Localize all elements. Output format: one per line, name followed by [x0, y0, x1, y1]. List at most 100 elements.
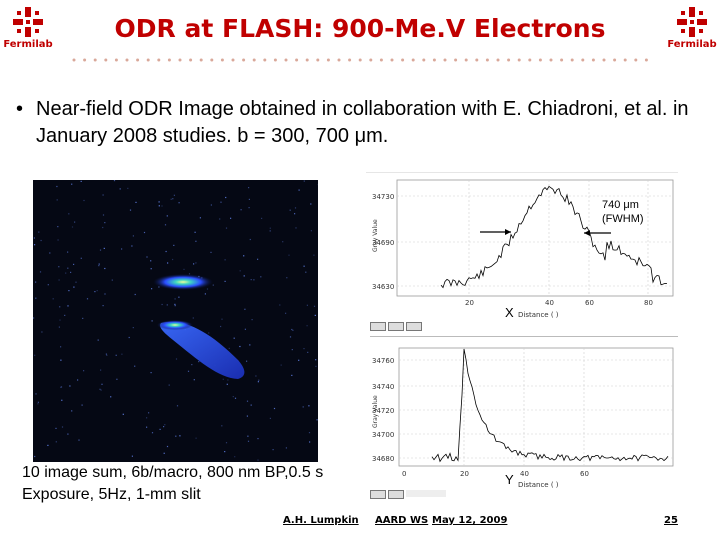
noise-speck — [113, 180, 116, 182]
noise-speck — [288, 254, 290, 256]
noise-speck — [69, 385, 71, 387]
fermilab-label: Fermilab — [667, 39, 717, 50]
noise-speck — [61, 399, 63, 401]
noise-speck — [71, 183, 73, 185]
noise-speck — [175, 435, 177, 437]
noise-speck — [105, 353, 107, 355]
noise-speck — [176, 405, 179, 407]
noise-speck — [146, 417, 148, 419]
noise-speck — [52, 298, 54, 300]
noise-speck — [172, 198, 174, 200]
noise-speck — [195, 240, 197, 242]
noise-speck — [59, 306, 61, 308]
noise-speck — [64, 314, 66, 316]
noise-speck — [59, 319, 61, 321]
noise-speck — [135, 201, 137, 203]
y-plot-ytick: 34740 — [372, 383, 394, 391]
footer-author: A.H. Lumpkin — [283, 515, 359, 526]
noise-speck — [158, 205, 160, 207]
noise-speck — [100, 369, 102, 371]
x-plot-xtick: 60 — [585, 299, 594, 307]
noise-speck — [41, 331, 43, 333]
noise-speck — [38, 231, 40, 233]
noise-speck — [303, 180, 305, 182]
noise-speck — [222, 378, 224, 380]
noise-speck — [243, 255, 245, 257]
noise-speck — [119, 188, 121, 190]
noise-speck — [195, 437, 197, 439]
noise-speck — [240, 209, 242, 211]
noise-speck — [58, 266, 60, 268]
save-button[interactable] — [388, 322, 404, 331]
noise-speck — [110, 396, 112, 398]
divider-dot — [517, 58, 521, 62]
divider-dot — [602, 58, 606, 62]
noise-speck — [183, 268, 185, 270]
divider-dot — [496, 58, 500, 62]
noise-speck — [298, 189, 300, 191]
noise-speck — [239, 270, 241, 272]
divider-dot — [411, 58, 415, 62]
noise-speck — [127, 187, 129, 189]
noise-speck — [179, 435, 181, 437]
noise-speck — [33, 317, 35, 319]
noise-speck — [80, 257, 82, 259]
noise-speck — [315, 359, 317, 361]
y-plot-xtick: 40 — [520, 470, 529, 478]
noise-speck — [258, 379, 260, 381]
noise-speck — [99, 388, 101, 390]
noise-speck — [308, 432, 311, 434]
noise-speck — [225, 196, 227, 199]
divider-dot — [348, 58, 352, 62]
noise-speck — [56, 185, 58, 188]
list-button[interactable] — [370, 322, 386, 331]
x-plot-ytick: 34730 — [372, 193, 394, 201]
noise-speck — [134, 365, 136, 367]
noise-speck — [94, 291, 96, 293]
noise-speck — [206, 288, 209, 290]
noise-speck — [257, 438, 259, 440]
noise-speck — [302, 406, 304, 408]
noise-speck — [273, 407, 276, 410]
noise-speck — [314, 314, 316, 316]
noise-speck — [305, 271, 307, 273]
noise-speck — [34, 455, 36, 458]
noise-speck — [47, 444, 49, 446]
noise-speck — [309, 441, 311, 443]
noise-speck — [158, 201, 160, 203]
divider-dot — [644, 58, 648, 62]
noise-speck — [77, 379, 79, 381]
divider-dot — [273, 58, 277, 62]
noise-speck — [151, 288, 153, 290]
noise-speck — [234, 397, 237, 399]
save-button[interactable] — [388, 490, 404, 499]
noise-speck — [71, 226, 74, 228]
noise-speck — [163, 452, 165, 454]
noise-speck — [150, 372, 152, 374]
x-plot-xtick: 20 — [465, 299, 474, 307]
noise-speck — [161, 205, 163, 207]
noise-speck — [58, 326, 60, 328]
list-button[interactable] — [370, 490, 386, 499]
divider-dot — [189, 58, 193, 62]
noise-speck — [56, 199, 58, 201]
noise-speck — [239, 345, 241, 348]
divider-dot — [295, 58, 299, 62]
divider-dot — [401, 58, 405, 62]
divider-dot — [284, 58, 288, 62]
noise-speck — [210, 251, 212, 253]
noise-speck — [143, 231, 146, 234]
noise-speck — [272, 449, 274, 451]
x-axis-letter: X — [505, 305, 514, 320]
noise-speck — [280, 364, 282, 366]
noise-speck — [253, 279, 255, 281]
noise-speck — [80, 180, 82, 182]
noise-speck — [74, 221, 76, 223]
divider-dot — [263, 58, 267, 62]
x-plot-ylabel: Gray Value — [372, 219, 379, 252]
noise-speck — [306, 325, 308, 327]
noise-speck — [175, 358, 178, 360]
noise-speck — [286, 277, 288, 279]
divider-dot — [125, 58, 129, 62]
copy-button[interactable] — [406, 322, 422, 331]
